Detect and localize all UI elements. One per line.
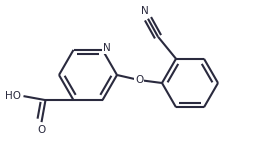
Text: N: N bbox=[103, 43, 110, 53]
Text: HO: HO bbox=[5, 91, 21, 101]
Text: O: O bbox=[37, 125, 46, 135]
Text: N: N bbox=[141, 6, 149, 16]
Text: O: O bbox=[135, 75, 143, 85]
